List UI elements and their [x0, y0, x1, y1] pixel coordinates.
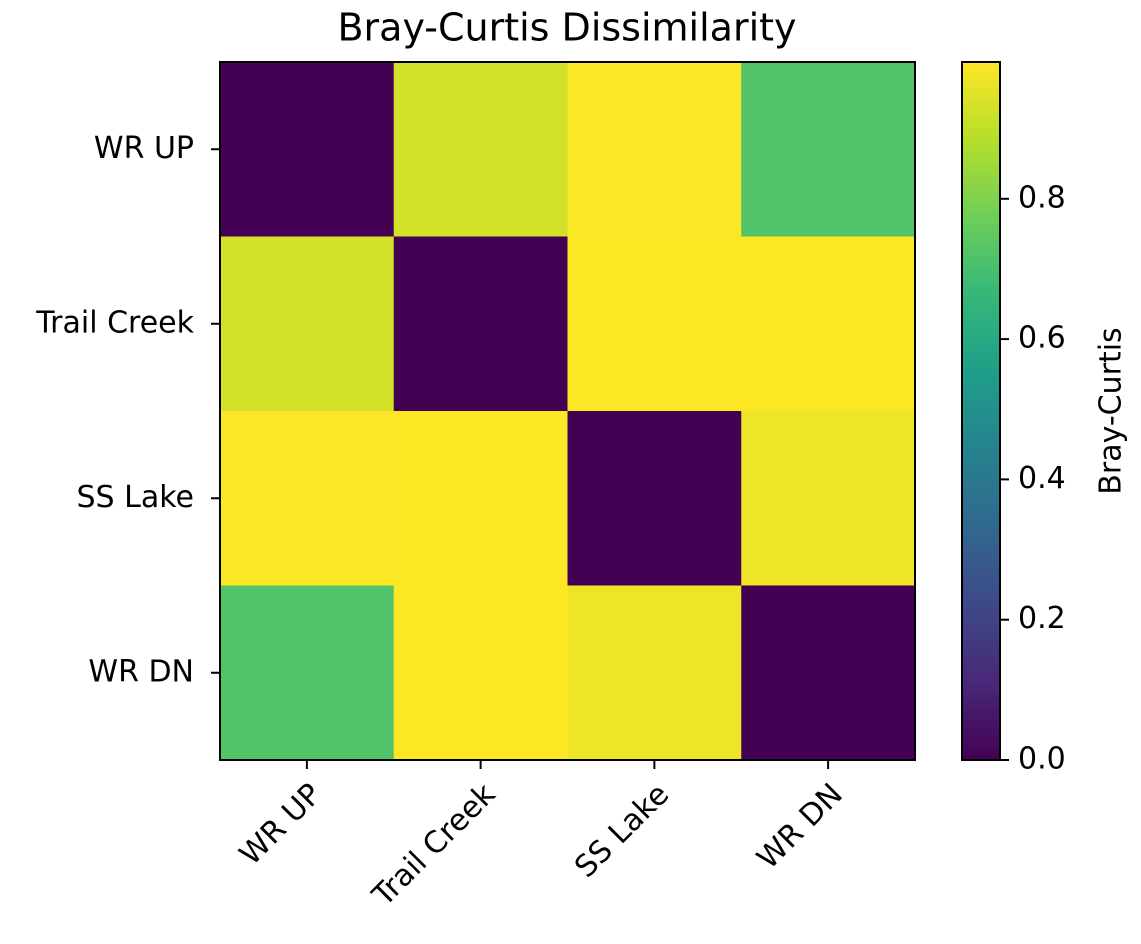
colorbar-tick-label: 0.2 — [1018, 601, 1066, 636]
x-tick-label: WR DN — [750, 777, 849, 876]
heatmap-cell — [393, 62, 568, 237]
heatmap-cell — [220, 62, 395, 237]
y-tick-label: SS Lake — [77, 480, 194, 515]
heatmap-cell — [741, 236, 916, 412]
colorbar-tick-label: 0.8 — [1018, 180, 1066, 215]
heatmap-cell — [393, 236, 568, 412]
colorbar — [961, 61, 1001, 761]
x-tick-label: Trail Creek — [365, 776, 502, 913]
heatmap-cell — [393, 585, 568, 761]
heatmap-cell — [393, 411, 568, 586]
colorbar-label: Bray-Curtis — [1094, 327, 1129, 494]
heatmap-cell — [567, 411, 742, 586]
heatmap-cell — [567, 585, 742, 761]
colorbar-tick-label: 0.6 — [1018, 321, 1066, 356]
heatmap-cell — [220, 411, 395, 586]
plot-frame — [219, 61, 916, 761]
y-tick-label: Trail Creek — [35, 305, 194, 340]
chart-title: Bray-Curtis Dissimilarity — [337, 6, 796, 50]
heatmap-cell — [741, 411, 916, 586]
heatmap-cell — [220, 236, 395, 412]
heatmap-cell — [220, 585, 395, 761]
x-tick-label: SS Lake — [568, 777, 676, 885]
heatmap-cell — [741, 62, 916, 237]
heatmap-cell — [567, 62, 742, 237]
colorbar-tick-label: 0.0 — [1018, 742, 1066, 777]
y-tick-label: WR UP — [94, 131, 194, 166]
heatmap-cell — [567, 236, 742, 412]
x-tick-label: WR UP — [233, 777, 329, 873]
heatmap-cell — [741, 585, 916, 761]
y-tick-label: WR DN — [88, 654, 194, 689]
colorbar-tick-label: 0.4 — [1018, 461, 1066, 496]
